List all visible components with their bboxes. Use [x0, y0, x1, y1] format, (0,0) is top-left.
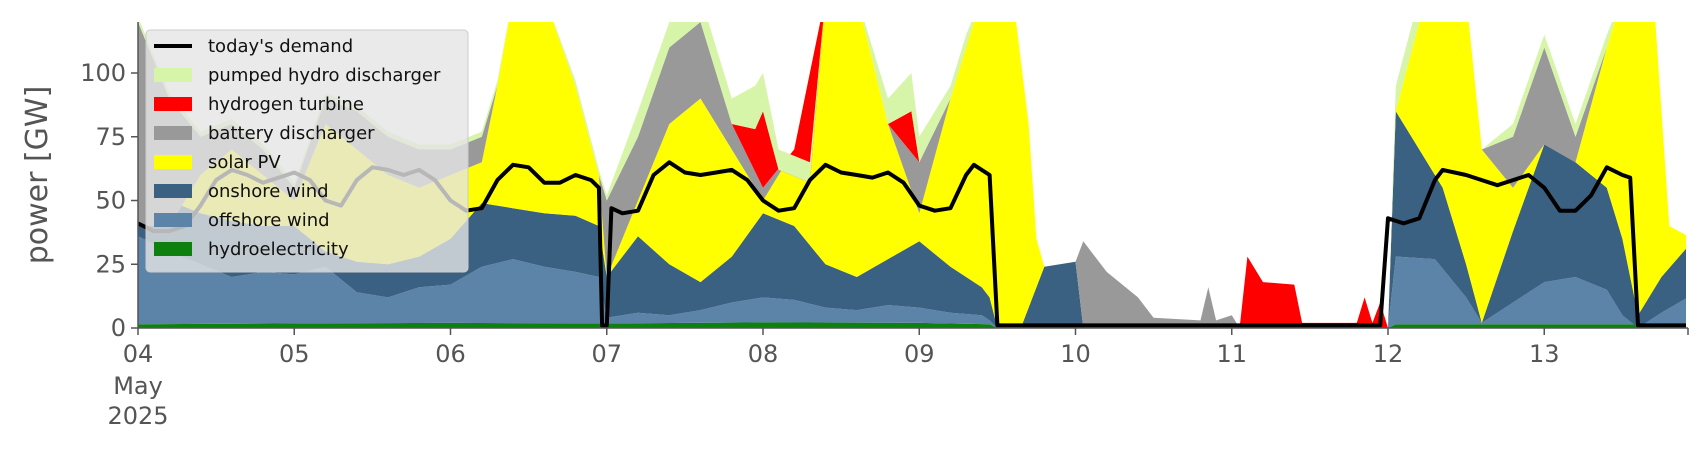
- legend: today's demand pumped hydro discharger hyd…: [145, 29, 469, 273]
- area-hydroelectricity: [138, 322, 1686, 328]
- area-pumped-hydro-discharger: [138, 22, 1686, 328]
- y-tick-label: 100: [80, 59, 126, 87]
- x-tick-label: 05: [279, 340, 310, 368]
- legend-box: [145, 29, 469, 273]
- x-tick-label: 04: [123, 340, 154, 368]
- x-tick-label: 09: [904, 340, 935, 368]
- x-tick-label: 11: [1216, 340, 1247, 368]
- legend-label-hydrogen-turbine: hydrogen turbine: [208, 94, 364, 115]
- legend-swatch-offshore-wind: [154, 213, 192, 227]
- stacked-areas: [138, 22, 1686, 328]
- y-tick-label: 25: [95, 250, 126, 278]
- y-tick-label: 0: [111, 314, 126, 342]
- y-tick-label: 50: [95, 187, 126, 215]
- legend-label-today-s-demand: today's demand: [208, 36, 353, 57]
- x-tick-year: 2025: [107, 402, 168, 430]
- legend-swatch-hydrogen-turbine: [154, 97, 192, 111]
- area-battery-discharger: [138, 22, 1686, 328]
- x-tick-label: 12: [1373, 340, 1404, 368]
- area-solar-pv: [138, 22, 1686, 328]
- x-tick-label: 13: [1529, 340, 1560, 368]
- legend-label-offshore-wind: offshore wind: [208, 210, 330, 231]
- legend-swatch-onshore-wind: [154, 184, 192, 198]
- x-tick-label: 08: [748, 340, 779, 368]
- y-tick-label: 75: [95, 123, 126, 151]
- legend-swatch-battery-discharger: [154, 126, 192, 140]
- area-onshore-wind: [138, 85, 1686, 328]
- x-tick-label: 07: [591, 340, 622, 368]
- legend-label-hydroelectricity: hydroelectricity: [208, 239, 349, 260]
- x-tick-month: May: [113, 372, 163, 400]
- area-offshore-wind: [138, 236, 1686, 328]
- legend-swatch-hydroelectricity: [154, 242, 192, 256]
- legend-label-battery-discharger: battery discharger: [208, 123, 375, 144]
- legend-label-onshore-wind: onshore wind: [208, 181, 329, 202]
- x-tick-label: 06: [435, 340, 466, 368]
- x-tick-label: 10: [1060, 340, 1091, 368]
- legend-swatch-solar-pv: [154, 155, 192, 169]
- y-ticks: 0 25 50 75 100: [80, 59, 138, 342]
- legend-label-pumped-hydro-discharger: pumped hydro discharger: [208, 65, 441, 86]
- legend-swatch-pumped-hydro-discharger: [154, 68, 192, 82]
- y-axis-title: power [GW]: [20, 86, 55, 265]
- legend-label-solar-pv: solar PV: [208, 152, 281, 173]
